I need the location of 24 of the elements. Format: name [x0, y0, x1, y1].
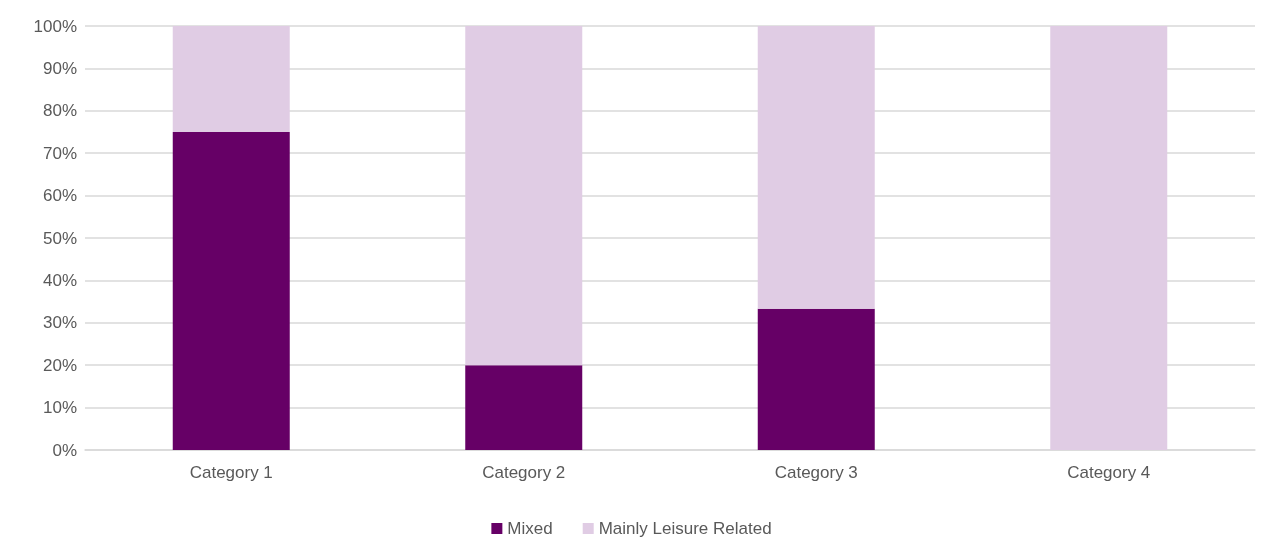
legend-label: Mainly Leisure Related [598, 519, 772, 538]
bar [465, 365, 583, 450]
y-tick-label: 70% [42, 143, 77, 163]
y-tick-label: 80% [42, 101, 77, 121]
y-tick-label: 50% [42, 228, 77, 248]
bar [1050, 26, 1168, 450]
bar [465, 26, 583, 366]
bar [172, 26, 290, 132]
x-tick-label: Category 2 [482, 463, 566, 482]
bar [172, 132, 290, 450]
bar [757, 308, 875, 450]
y-tick-label: 20% [42, 355, 77, 375]
y-tick-label: 100% [33, 16, 77, 36]
bar [757, 26, 875, 309]
legend-label: Mixed [507, 519, 553, 538]
x-tick-label: Category 1 [189, 463, 273, 482]
x-tick-label: Category 4 [1067, 463, 1151, 482]
y-tick-label: 0% [52, 440, 77, 460]
y-tick-label: 90% [42, 58, 77, 78]
x-tick-label: Category 3 [774, 463, 858, 482]
y-tick-label: 40% [42, 270, 77, 290]
y-tick-label: 30% [42, 313, 77, 333]
y-tick-label: 60% [42, 186, 77, 206]
y-tick-label: 10% [42, 398, 77, 418]
